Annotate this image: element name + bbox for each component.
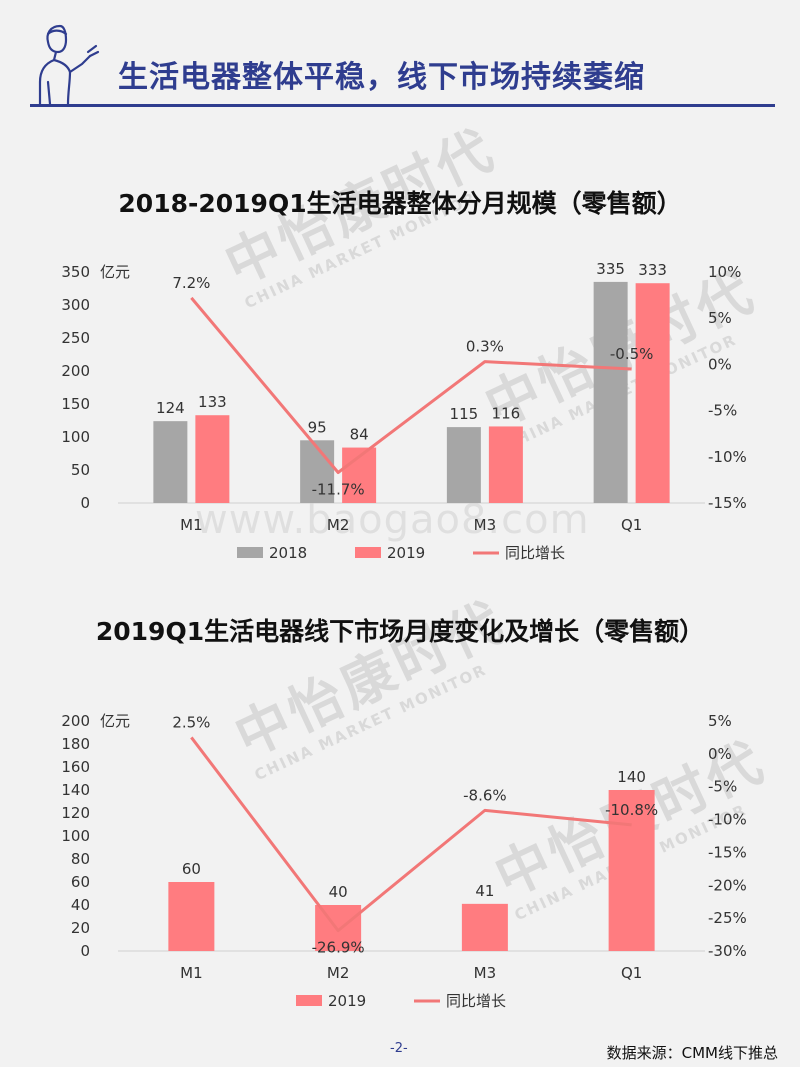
line-data-label: 7.2% [172,274,210,292]
y-right-tick-label: 0% [708,745,732,763]
line-data-label: -10.8% [605,801,658,819]
line-data-label: -26.9% [312,939,365,957]
chart-2-title: 2019Q1生活电器线下市场月度变化及增长（零售额） [95,617,705,646]
y-unit-label: 亿元 [100,263,130,281]
chart-1: 0 50 100 150 200 250 300 350 亿元 -15% -10% -5% 0% 5% 10… [61,260,747,562]
line-data-label: 0.3% [466,338,504,356]
bar-2019 [461,903,508,951]
x-tick-label: M3 [474,964,497,982]
x-tick-label: M1 [180,516,203,534]
series-line-同比增长 [190,296,632,475]
bar-2019 [488,426,523,503]
line-data-label: -0.5% [610,345,654,363]
x-tick-label: Q1 [621,964,642,982]
y-right-tick-label: -10% [708,448,747,466]
y-left-tick-label: 350 [61,263,90,281]
watermark-url: www.baogao8.com [195,497,590,543]
bar-data-label: 124 [156,399,185,417]
bar-2018 [593,281,628,503]
y-left-tick-label: 20 [71,919,90,937]
bar-data-label: 41 [475,882,494,900]
x-tick-label: M3 [474,516,497,534]
bar-data-label: 335 [596,260,625,278]
bar-data-label: 133 [198,393,227,411]
series-line-同比增长 [190,736,632,933]
y-left-tick-label: 300 [61,296,90,314]
y-left-tick-label: 200 [61,362,90,380]
bar-data-label: 40 [329,883,348,901]
y-right-tick-label: -5% [708,402,737,420]
legend-label: 同比增长 [446,992,506,1010]
line-data-label: 2.5% [172,713,210,731]
chart-2: 0 20 40 60 80 100 120 140 160 180 200 亿元 -30% -25% -20… [61,712,747,1010]
x-tick-label: M2 [327,964,350,982]
y-left-tick-label: 250 [61,329,90,347]
y-left-tick-label: 200 [61,712,90,730]
chart-1-title: 2018-2019Q1生活电器整体分月规模（零售额） [118,189,682,218]
bar-2018 [446,427,481,503]
y-left-tick-label: 140 [61,781,90,799]
legend-swatch-2019 [355,547,381,558]
x-tick-label: M2 [327,516,350,534]
bar-2018 [300,440,335,503]
page-title: 生活电器整体平稳，线下市场持续萎缩 [118,60,645,95]
bar-data-label: 95 [308,418,327,436]
y-left-tick-label: 120 [61,804,90,822]
y-right-tick-label: 10% [708,263,741,281]
y-right-tick-label: -15% [708,843,747,861]
line-data-label: -11.7% [312,481,365,499]
page-number: -2- [390,1041,408,1056]
y-right-tick-label: -5% [708,778,737,796]
y-left-tick-label: 40 [71,896,90,914]
y-left-tick-label: 0 [80,494,90,512]
y-right-tick-label: -20% [708,876,747,894]
bar-2019 [168,882,215,951]
y-right-tick-label: 5% [708,309,732,327]
x-tick-label: M1 [180,964,203,982]
y-left-tick-label: 60 [71,873,90,891]
data-source: 数据来源：CMM线下推总 [606,1044,778,1062]
bar-data-label: 333 [638,261,667,279]
bar-data-label: 60 [182,860,201,878]
y-left-tick-label: 150 [61,395,90,413]
bar-2018 [153,421,188,503]
y-left-tick-label: 80 [71,850,90,868]
y-left-tick-label: 100 [61,827,90,845]
legend-label: 同比增长 [505,544,565,562]
y-left-tick-label: 180 [61,735,90,753]
bar-data-label: 116 [492,404,521,422]
bar-data-label: 140 [617,768,646,786]
y-right-tick-label: -10% [708,811,747,829]
y-left-tick-label: 100 [61,428,90,446]
y-left-tick-label: 160 [61,758,90,776]
y-right-tick-label: -30% [708,942,747,960]
y-right-tick-label: 0% [708,355,732,373]
legend-label: 2019 [387,544,425,562]
legend-swatch-2019 [296,995,322,1006]
y-left-tick-label: 0 [80,942,90,960]
page-header: 生活电器整体平稳，线下市场持续萎缩 [0,0,800,112]
y-right-tick-label: -15% [708,494,747,512]
legend-label: 2018 [269,544,307,562]
legend-swatch-2018 [237,547,263,558]
y-right-tick-label: -25% [708,909,747,927]
bar-2019 [635,283,670,503]
y-unit-label: 亿元 [100,712,130,730]
bar-data-label: 115 [450,405,479,423]
y-right-tick-label: 5% [708,712,732,730]
legend-label: 2019 [328,992,366,1010]
person-illustration [38,24,100,106]
header-divider [30,104,775,107]
bar-data-label: 84 [350,426,369,444]
x-tick-label: Q1 [621,516,642,534]
y-left-tick-label: 50 [71,461,90,479]
bar-2019 [608,790,655,951]
line-data-label: -8.6% [463,786,507,804]
bar-2019 [195,415,230,503]
